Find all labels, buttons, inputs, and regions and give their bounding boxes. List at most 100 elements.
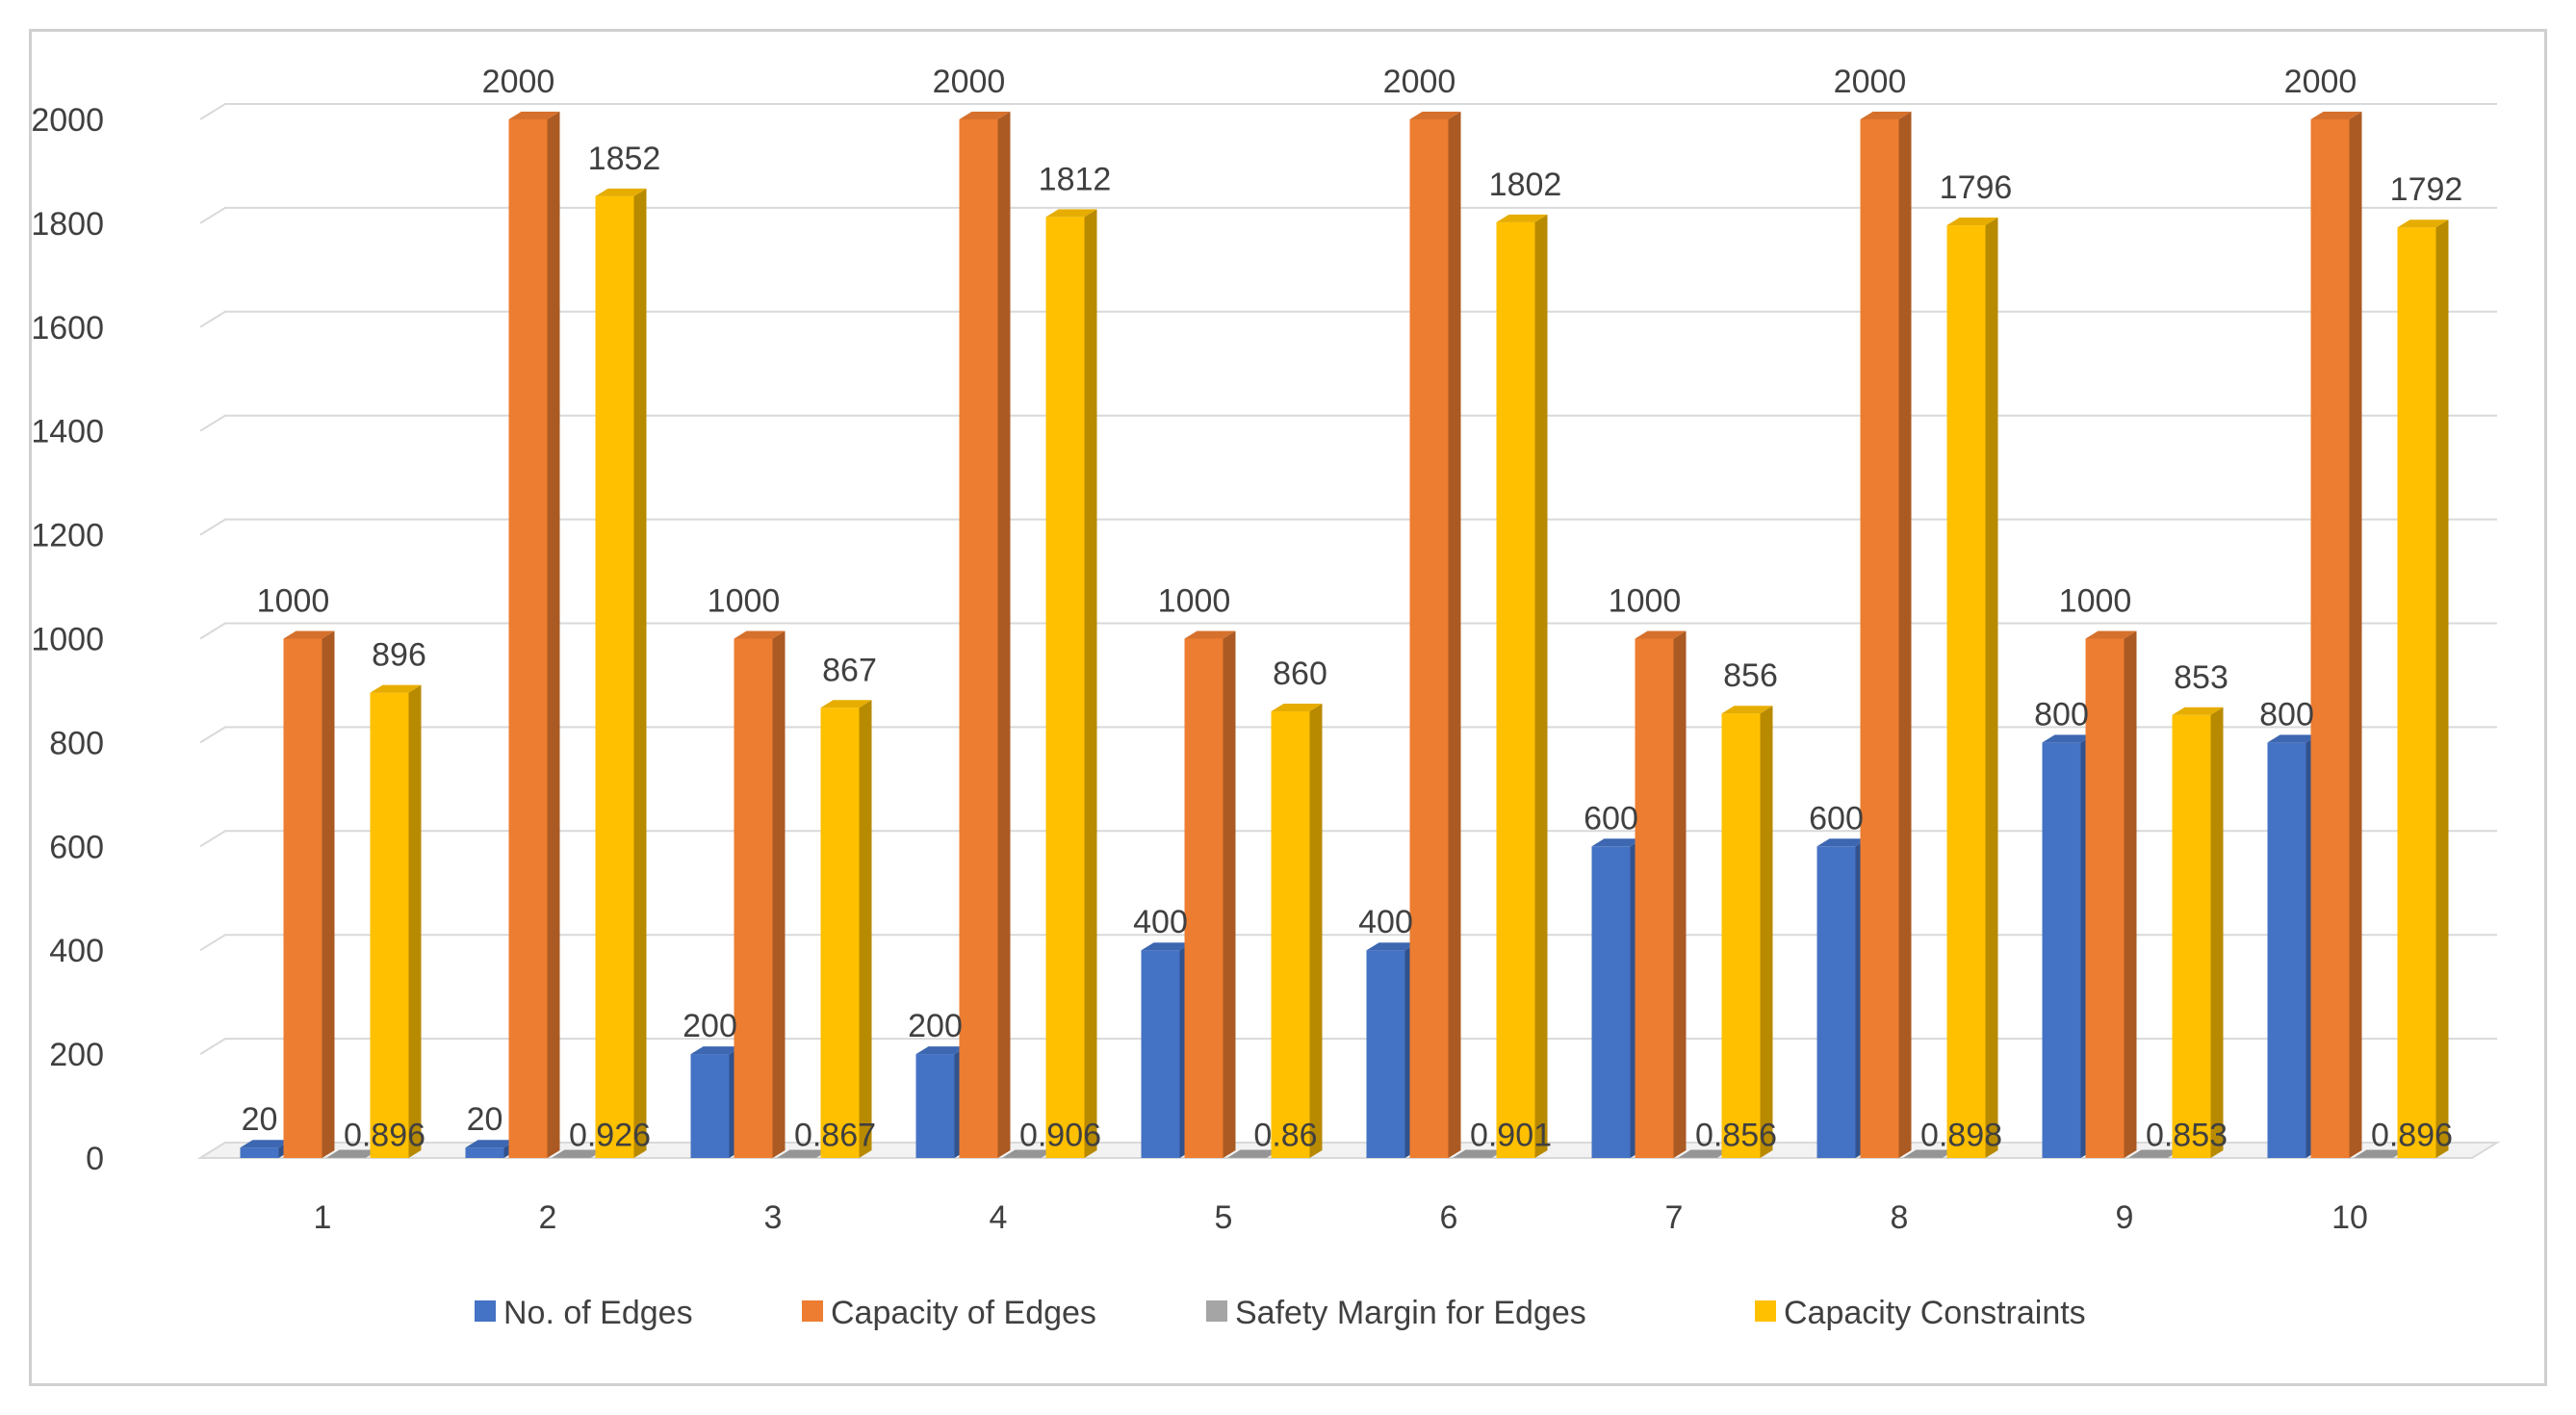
x-tick-label: 3: [764, 1199, 783, 1236]
legend-swatch: [475, 1300, 496, 1322]
y-tick-label: 400: [49, 933, 104, 969]
y-tick-label: 1400: [32, 414, 104, 450]
y-axis-ticks: 0 200 400 600 800 1000 1200 1400 1600 1800 2000: [32, 102, 104, 1177]
x-tick-label: 5: [1215, 1199, 1233, 1236]
data-label: 896: [372, 637, 426, 674]
gridline: [199, 622, 2497, 640]
data-label: 1000: [2059, 583, 2132, 620]
y-tick-label: 2000: [32, 102, 104, 139]
data-label: 0.906: [1019, 1118, 1101, 1154]
x-tick-label: 6: [1440, 1199, 1458, 1236]
data-label: 2000: [1383, 64, 1456, 100]
data-label: 1802: [1489, 167, 1562, 203]
x-tick-label: 10: [2331, 1199, 2368, 1236]
bars: [240, 112, 2449, 1159]
x-tick-label: 9: [2116, 1199, 2134, 1236]
x-tick-label: 8: [1891, 1199, 1909, 1236]
legend-swatch: [802, 1300, 823, 1322]
data-label: 800: [2259, 696, 2314, 733]
data-label: 0.856: [1695, 1118, 1777, 1154]
data-label: 853: [2174, 659, 2228, 696]
bar: [2085, 630, 2137, 1158]
bar: [595, 188, 647, 1158]
y-tick-label: 600: [49, 829, 104, 865]
legend-label: Safety Margin for Edges: [1235, 1295, 1586, 1331]
data-label: 1000: [708, 583, 781, 620]
bar: [1141, 942, 1193, 1158]
bar: [370, 684, 422, 1158]
data-label: 1000: [257, 583, 330, 620]
bar: [1409, 112, 1461, 1158]
data-label: 2000: [2284, 64, 2357, 100]
legend-item: Capacity of Edges: [802, 1295, 1096, 1331]
legend-item: No. of Edges: [475, 1295, 693, 1331]
data-labels: 20 1000 0.896 896 20 2000 0.926 1852 200 1000 0.86…: [242, 64, 2463, 1154]
data-label: 1792: [2390, 171, 2463, 208]
bar: [1366, 942, 1418, 1158]
y-tick-label: 1600: [32, 310, 104, 347]
gridline: [199, 518, 2497, 536]
y-tick-label: 800: [49, 725, 104, 761]
bar: [2397, 219, 2449, 1158]
data-label: 2000: [1834, 64, 1907, 100]
data-label: 800: [2034, 696, 2089, 733]
data-label: 0.86: [1253, 1118, 1317, 1154]
x-tick-label: 4: [990, 1199, 1008, 1236]
x-tick-label: 2: [539, 1199, 557, 1236]
legend-label: Capacity of Edges: [831, 1295, 1096, 1331]
data-label: 0.896: [2371, 1118, 2453, 1154]
data-label: 400: [1133, 904, 1188, 940]
gridline: [199, 414, 2497, 432]
data-label: 0.898: [1920, 1118, 2002, 1154]
bar: [283, 630, 335, 1158]
data-label: 856: [1723, 657, 1778, 694]
y-tick-label: 1000: [32, 622, 104, 658]
data-label: 200: [908, 1008, 963, 1044]
data-label: 1852: [588, 141, 661, 177]
y-tick-label: 0: [86, 1141, 104, 1177]
y-tick-label: 1800: [32, 206, 104, 243]
bar: [2172, 707, 2224, 1158]
bar: [508, 112, 560, 1158]
bar: [1496, 214, 1548, 1159]
data-label: 2000: [933, 64, 1006, 100]
data-label: 1000: [1609, 583, 1682, 620]
gridline: [199, 103, 2497, 120]
data-label: 20: [242, 1101, 278, 1138]
x-tick-label: 1: [314, 1199, 332, 1236]
data-label: 1796: [1940, 169, 2013, 206]
bar: [1635, 630, 1687, 1158]
gridline: [199, 206, 2497, 224]
data-label: 0.853: [2146, 1118, 2228, 1154]
data-label: 0.926: [569, 1118, 651, 1154]
legend-label: Capacity Constraints: [1784, 1295, 2086, 1331]
legend-item: Safety Margin for Edges: [1206, 1295, 1586, 1331]
bar: [1946, 218, 1998, 1159]
data-label: 1812: [1039, 161, 1112, 197]
bar: [2310, 112, 2362, 1158]
data-label: 400: [1358, 904, 1413, 940]
data-label: 600: [1809, 800, 1864, 836]
bar: [1184, 630, 1236, 1158]
data-label: 2000: [482, 64, 555, 100]
y-tick-label: 200: [49, 1037, 104, 1073]
x-axis-ticks: 1 2 3 4 5 6 7 8 9 10: [314, 1199, 2368, 1236]
bar: [1045, 209, 1097, 1158]
legend: No. of Edges Capacity of Edges Safety Marg…: [475, 1295, 2086, 1331]
bar: [959, 112, 1011, 1158]
y-tick-label: 1200: [32, 518, 104, 554]
data-label: 1000: [1158, 583, 1231, 620]
data-label: 200: [683, 1008, 737, 1044]
legend-swatch: [1206, 1300, 1227, 1322]
data-label: 0.901: [1470, 1118, 1552, 1154]
bar: [820, 700, 872, 1158]
data-label: 600: [1584, 800, 1638, 836]
legend-swatch: [1755, 1300, 1776, 1322]
data-label: 0.867: [794, 1118, 876, 1154]
legend-label: No. of Edges: [503, 1295, 693, 1331]
x-tick-label: 7: [1665, 1199, 1684, 1236]
bar: [734, 630, 786, 1158]
bar: [1860, 112, 1912, 1158]
bar: [1271, 704, 1323, 1158]
